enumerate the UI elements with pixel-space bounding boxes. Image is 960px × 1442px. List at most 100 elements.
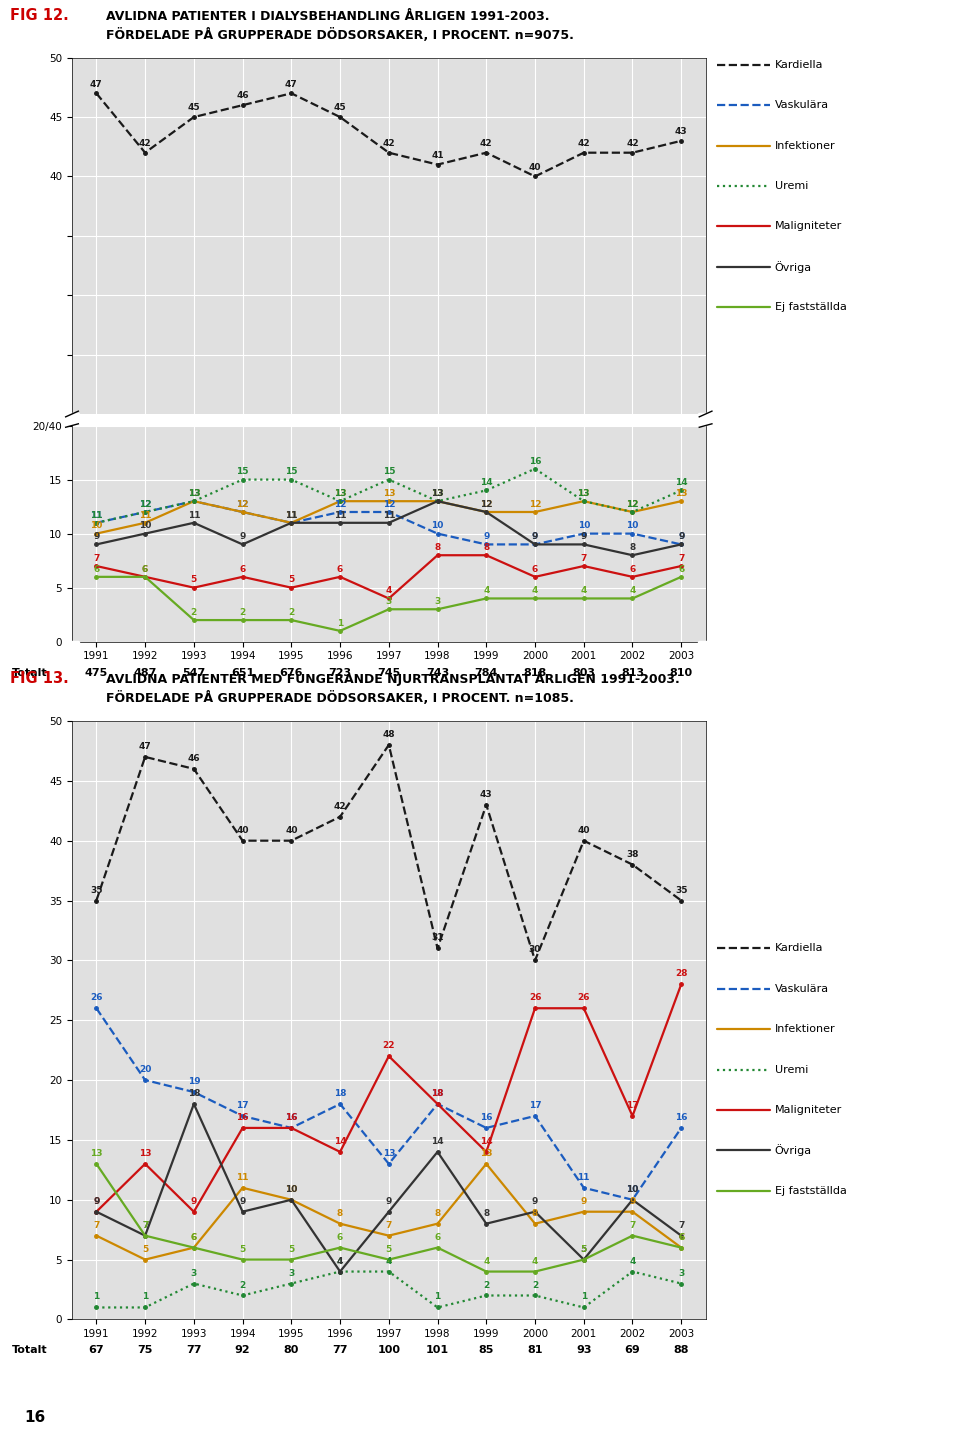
Text: 676: 676 [279, 668, 303, 678]
Text: 12: 12 [139, 500, 152, 509]
Text: 9: 9 [483, 532, 490, 541]
Text: 13: 13 [90, 1149, 103, 1158]
Text: FÖRDELADE PÅ GRUPPERADE DÖDSORSAKER, I PROCENT. n=9075.: FÖRDELADE PÅ GRUPPERADE DÖDSORSAKER, I P… [106, 27, 573, 42]
Text: 26: 26 [578, 994, 590, 1002]
Text: 10: 10 [139, 522, 152, 531]
Text: 7: 7 [142, 1221, 148, 1230]
Text: 48: 48 [382, 730, 396, 738]
Text: 1: 1 [93, 1292, 100, 1302]
Text: 43: 43 [675, 127, 687, 136]
Text: 13: 13 [382, 489, 396, 497]
Text: 6: 6 [142, 565, 148, 574]
Text: 12: 12 [139, 500, 152, 509]
Text: 88: 88 [674, 1345, 689, 1355]
Text: 3: 3 [678, 1269, 684, 1278]
Text: 10: 10 [626, 522, 638, 531]
Text: 9: 9 [581, 1197, 587, 1206]
Text: 9: 9 [93, 1197, 100, 1206]
Text: 14: 14 [334, 1136, 347, 1146]
Text: 77: 77 [186, 1345, 202, 1355]
Text: 5: 5 [386, 1244, 392, 1253]
Text: 16: 16 [285, 1113, 298, 1122]
Text: 47: 47 [90, 79, 103, 88]
Text: 6: 6 [678, 1233, 684, 1242]
Text: 30: 30 [529, 946, 541, 955]
Text: 69: 69 [625, 1345, 640, 1355]
Text: 17: 17 [626, 1102, 638, 1110]
Text: Totalt: Totalt [12, 668, 47, 678]
Text: 13: 13 [334, 489, 347, 497]
Text: 7: 7 [678, 554, 684, 562]
Text: 3: 3 [288, 1269, 295, 1278]
Text: 9: 9 [239, 532, 246, 541]
Text: 11: 11 [90, 510, 103, 519]
Text: 6: 6 [337, 1233, 343, 1242]
Text: 13: 13 [480, 1149, 492, 1158]
Text: 8: 8 [532, 1208, 539, 1217]
Text: 475: 475 [84, 668, 108, 678]
Text: 47: 47 [285, 79, 298, 88]
Text: Kardiella: Kardiella [775, 61, 824, 69]
Text: 9: 9 [93, 532, 100, 541]
Text: Ej fastställda: Ej fastställda [775, 1185, 847, 1195]
Text: 15: 15 [285, 467, 298, 476]
Text: 6: 6 [337, 565, 343, 574]
Text: 651: 651 [231, 668, 254, 678]
Text: 16: 16 [285, 1113, 298, 1122]
Text: 12: 12 [529, 500, 541, 509]
Text: 9: 9 [239, 1197, 246, 1206]
Text: 12: 12 [480, 500, 492, 509]
Text: AVLIDNA PATIENTER MED FUNGERANDE NJURTRANSPLANTAT ÅRLIGEN 1991-2003.: AVLIDNA PATIENTER MED FUNGERANDE NJURTRA… [106, 672, 680, 686]
Text: 1: 1 [435, 1292, 441, 1302]
Text: 14: 14 [675, 479, 687, 487]
Text: 1: 1 [142, 1292, 148, 1302]
Text: 7: 7 [386, 1221, 392, 1230]
Text: 18: 18 [431, 1089, 444, 1097]
Text: 5: 5 [581, 1244, 587, 1253]
Text: 1: 1 [581, 1292, 587, 1302]
Text: 42: 42 [334, 802, 347, 810]
Text: 13: 13 [431, 489, 444, 497]
Text: Uremi: Uremi [775, 1064, 808, 1074]
Text: 9: 9 [386, 1197, 392, 1206]
Text: 1: 1 [337, 619, 343, 627]
Text: 92: 92 [235, 1345, 251, 1355]
Text: 12: 12 [236, 500, 249, 509]
Text: 8: 8 [483, 544, 490, 552]
Text: 19: 19 [187, 1077, 200, 1086]
Text: 10: 10 [626, 1185, 638, 1194]
Text: 42: 42 [382, 138, 396, 149]
Text: 2: 2 [483, 1280, 490, 1289]
Text: 43: 43 [480, 790, 492, 799]
Text: 45: 45 [187, 104, 200, 112]
Text: 2: 2 [288, 609, 295, 617]
Text: 13: 13 [431, 489, 444, 497]
Text: 42: 42 [480, 138, 492, 149]
Text: 47: 47 [139, 743, 152, 751]
Text: Ej fastställda: Ej fastställda [775, 303, 847, 311]
Text: 3: 3 [386, 597, 392, 606]
Text: 6: 6 [142, 565, 148, 574]
Text: 5: 5 [288, 575, 295, 584]
Text: 13: 13 [578, 489, 590, 497]
Text: Övriga: Övriga [775, 1145, 812, 1156]
Text: 5: 5 [142, 1244, 148, 1253]
Text: Uremi: Uremi [775, 182, 808, 190]
Text: 35: 35 [90, 885, 103, 894]
Text: 12: 12 [626, 500, 638, 509]
Text: Infektioner: Infektioner [775, 141, 835, 150]
Text: 12: 12 [480, 500, 492, 509]
Text: 5: 5 [191, 575, 197, 584]
Text: 75: 75 [137, 1345, 153, 1355]
Text: 6: 6 [191, 1233, 197, 1242]
Text: 28: 28 [675, 969, 687, 978]
Text: 9: 9 [678, 532, 684, 541]
Text: Infektioner: Infektioner [775, 1024, 835, 1034]
Text: 14: 14 [431, 1136, 444, 1146]
Text: 9: 9 [678, 532, 684, 541]
Text: 13: 13 [578, 489, 590, 497]
Text: 6: 6 [630, 565, 636, 574]
Text: 17: 17 [529, 1102, 541, 1110]
Text: 7: 7 [630, 1221, 636, 1230]
Text: 13: 13 [675, 489, 687, 497]
